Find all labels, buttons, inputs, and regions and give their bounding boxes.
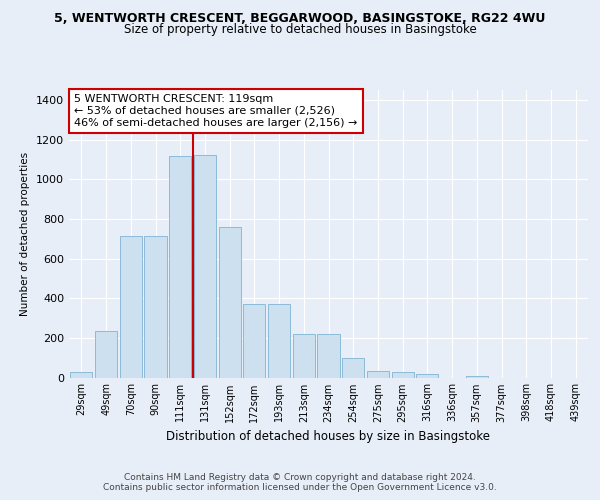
Bar [317,334,340,378]
Bar [392,372,414,378]
Bar [218,227,241,378]
Bar [95,331,117,378]
Bar [293,334,315,378]
Bar [243,304,265,378]
Y-axis label: Number of detached properties: Number of detached properties [20,152,31,316]
Bar [194,156,216,378]
Text: 5 WENTWORTH CRESCENT: 119sqm
← 53% of detached houses are smaller (2,526)
46% of: 5 WENTWORTH CRESCENT: 119sqm ← 53% of de… [74,94,358,128]
Text: Contains public sector information licensed under the Open Government Licence v3: Contains public sector information licen… [103,484,497,492]
Text: Size of property relative to detached houses in Basingstoke: Size of property relative to detached ho… [124,22,476,36]
Bar [119,236,142,378]
Bar [342,358,364,378]
Bar [145,236,167,378]
Bar [169,156,191,378]
Bar [466,376,488,378]
Text: 5, WENTWORTH CRESCENT, BEGGARWOOD, BASINGSTOKE, RG22 4WU: 5, WENTWORTH CRESCENT, BEGGARWOOD, BASIN… [55,12,545,26]
Text: Contains HM Land Registry data © Crown copyright and database right 2024.: Contains HM Land Registry data © Crown c… [124,472,476,482]
X-axis label: Distribution of detached houses by size in Basingstoke: Distribution of detached houses by size … [167,430,491,443]
Bar [70,372,92,378]
Bar [416,374,439,378]
Bar [367,370,389,378]
Bar [268,304,290,378]
